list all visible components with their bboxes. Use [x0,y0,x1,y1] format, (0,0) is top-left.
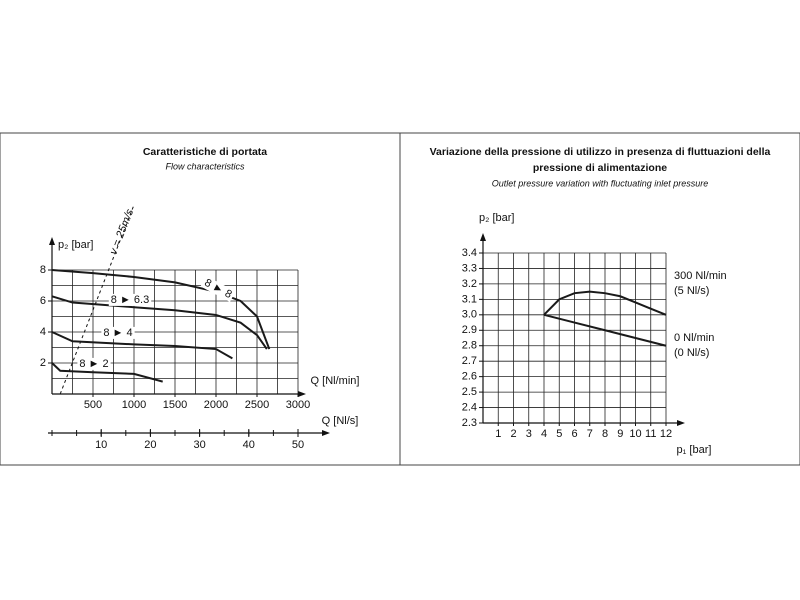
series-label-bg [101,326,135,339]
x-tick-label: 1500 [163,399,187,411]
x-tick-label: 6 [571,428,577,440]
x-axis-label: Q [Nl/min] [311,375,360,387]
x-tick-label: 10 [629,428,641,440]
x-tick-label: 2000 [204,399,228,411]
series-line [51,331,233,360]
x-tick-label: 4 [541,428,547,440]
x-tick-label: 3000 [286,399,310,411]
y-tick-label: 2.9 [462,324,477,336]
reference-line [59,204,135,395]
y-tick-label: 3.3 [462,262,477,274]
y-tick-label: 2.6 [462,371,477,383]
axis-arrow [677,420,685,426]
y-axis-label: p₂ [bar] [58,239,93,251]
series-label: (5 Nl/s) [674,285,709,297]
axis-arrow [298,391,306,397]
x-tick-label: 2500 [245,399,269,411]
x-tick-label: 2 [510,428,516,440]
series-label: 8 ► 2 [79,358,108,370]
series-line [51,269,271,350]
chart-subtitle: Outlet pressure variation with fluctuati… [492,178,709,188]
chart-title: pressione di alimentazione [533,162,667,174]
x2-tick-label: 20 [144,439,156,451]
x2-tick-label: 40 [243,439,255,451]
y-tick-label: 6 [40,295,46,307]
y-tick-label: 2.5 [462,386,477,398]
x-axis-label: p₁ [bar] [677,444,712,456]
x-tick-label: 11 [645,428,656,440]
y-tick-label: 2.3 [462,417,477,429]
series-line [51,362,163,383]
series-label: (0 Nl/s) [674,347,709,359]
series-label: 8 ► 4 [103,327,132,339]
y-tick-label: 3.1 [462,293,477,305]
series-label-bg [77,357,111,370]
y-tick-label: 3.4 [462,247,477,259]
x2-tick-label: 50 [292,439,304,451]
x-tick-label: 7 [587,428,593,440]
y-tick-label: 2.7 [462,355,477,367]
y-tick-label: 2.8 [462,340,477,352]
chart-subtitle: Flow characteristics [165,161,245,171]
reference-label: v = 25m/s [108,207,137,257]
y-tick-label: 2 [40,357,46,369]
chart-title: Variazione della pressione di utilizzo i… [430,146,771,158]
y-tick-label: 3.2 [462,278,477,290]
y-tick-label: 4 [40,326,46,338]
y-tick-label: 3.0 [462,309,477,321]
series-label: 300 Nl/min [674,270,727,282]
series-line [543,290,667,316]
x-tick-label: 1 [495,428,501,440]
x-tick-label: 5 [556,428,562,440]
x-tick-label: 1000 [122,399,146,411]
series-label-bg [108,293,152,306]
series-label-bg [200,275,236,303]
series-label: 0 Nl/min [674,332,714,344]
series-line [51,295,268,350]
y-tick-label: 2.4 [462,401,477,413]
x-tick-label: 500 [84,399,102,411]
axis-arrow [480,233,486,241]
axis-arrow [49,237,55,245]
axis-arrow [322,430,330,436]
y-axis-label: p₂ [bar] [479,212,514,224]
x2-tick-label: 10 [95,439,107,451]
x-tick-label: 3 [526,428,532,440]
x-tick-label: 8 [602,428,608,440]
x-tick-label: 12 [660,428,672,440]
x2-tick-label: 30 [193,439,205,451]
y-tick-label: 8 [40,264,46,276]
x-tick-label: 9 [617,428,623,440]
series-label: 8 ► 8 [202,277,233,301]
series-label: 8 ► 6.3 [111,294,149,306]
chart-title: Caratteristiche di portata [143,146,267,158]
series-line [543,313,667,347]
x2-axis-label: Q [Nl/s] [322,415,359,427]
